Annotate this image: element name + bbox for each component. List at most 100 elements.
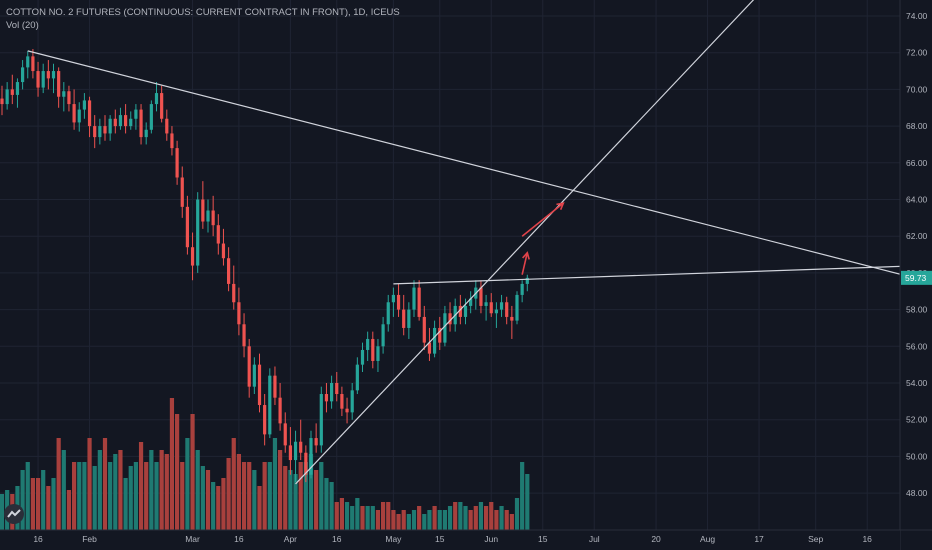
candle-body	[366, 338, 370, 350]
candle-body	[160, 93, 164, 119]
volume-bar	[293, 474, 298, 530]
volume-bar	[489, 502, 494, 530]
volume-bar	[509, 514, 514, 530]
candle-body	[216, 225, 220, 244]
candle-body	[438, 327, 442, 343]
volume-bar	[61, 450, 66, 530]
candle-body	[67, 91, 71, 105]
candle-body	[293, 441, 298, 461]
volume-bar	[185, 438, 190, 530]
candle-body	[134, 109, 138, 119]
volume-bar	[102, 438, 108, 530]
time-axis[interactable]: 16 Feb Mar 16 Apr 16 May 15 Jun 15 Jul 20 Aug 17 Sep 16	[0, 529, 932, 550]
volume-bar	[247, 462, 252, 530]
volume-bar	[453, 502, 458, 530]
time-tick-label: 16	[862, 534, 872, 544]
candle-body	[469, 298, 473, 306]
candle-body	[165, 118, 169, 134]
volume-bar	[108, 462, 113, 530]
time-tick-label: Apr	[284, 534, 297, 544]
uptrend-line	[295, 0, 755, 485]
volume-bar	[51, 478, 56, 530]
price-tick-label: 54.00	[906, 378, 928, 388]
tradingview-logo-icon[interactable]	[3, 503, 25, 525]
volume-bar	[520, 462, 525, 530]
trendline-drawings[interactable]	[27, 0, 924, 485]
candle-body	[345, 408, 349, 413]
volume-indicator-label[interactable]: Vol (20)	[6, 20, 39, 31]
time-tick-label: Jun	[484, 534, 498, 544]
candle-body	[242, 324, 246, 347]
candle-body	[335, 383, 339, 395]
candle-body	[515, 294, 519, 321]
candle-body	[232, 283, 236, 303]
candle-body	[448, 313, 452, 325]
price-axis[interactable]: 74.0072.0070.0068.0066.0064.0062.0060.00…	[899, 0, 932, 550]
candle-body	[227, 258, 231, 284]
volume-bar	[35, 478, 41, 530]
price-tick-label: 64.00	[906, 195, 928, 205]
price-tick-label: 72.00	[906, 48, 928, 58]
volume-bar	[72, 462, 77, 530]
volume-bar	[504, 510, 509, 530]
volume-bar	[468, 510, 473, 530]
candle-body	[26, 56, 30, 68]
volume-bar	[478, 502, 484, 530]
target-arrow-short-head	[522, 251, 530, 260]
volume-bar	[46, 486, 51, 530]
candle-body	[371, 338, 375, 361]
volume-bar	[169, 398, 175, 530]
candle-body	[314, 438, 318, 446]
volume-bar	[381, 502, 386, 530]
candle-body	[360, 349, 365, 365]
candle-body	[422, 316, 426, 343]
time-tick-label: 15	[435, 534, 445, 544]
candle-body	[201, 199, 205, 222]
candle-body	[340, 394, 344, 409]
candle-body	[427, 342, 432, 354]
candle-body	[51, 71, 56, 79]
candle-body	[458, 305, 462, 317]
candle-body	[350, 390, 354, 413]
volume-bar	[308, 454, 314, 530]
time-tick-label: Sep	[808, 534, 823, 544]
volume-bar	[20, 470, 25, 530]
volume-bar	[447, 506, 453, 530]
candle-body	[124, 115, 128, 127]
candle-body	[139, 109, 143, 138]
candle-body	[211, 210, 215, 226]
volume-bar	[159, 450, 164, 530]
time-tick-label: Aug	[700, 534, 715, 544]
candle-body	[72, 104, 76, 123]
candle-body	[87, 100, 92, 127]
volume-bar	[406, 514, 411, 530]
volume-bar	[417, 506, 422, 530]
volume-bar	[339, 498, 344, 530]
volume-bar	[195, 450, 200, 530]
candle-body	[185, 206, 189, 248]
time-tick-label: Feb	[82, 534, 97, 544]
candlesticks	[0, 49, 529, 483]
volume-bar	[437, 510, 442, 530]
volume-bar	[30, 478, 35, 530]
candle-body	[510, 316, 514, 321]
volume-bar	[494, 510, 499, 530]
time-tick-label: Mar	[185, 534, 200, 544]
volume-bar	[267, 462, 272, 530]
candle-body	[288, 445, 292, 461]
volume-bar	[514, 498, 520, 530]
volume-bar	[499, 506, 504, 530]
candle-body	[463, 305, 468, 317]
volume-bar	[355, 498, 360, 530]
candle-body	[386, 302, 390, 325]
volume-bar	[226, 458, 231, 530]
volume-bar	[370, 506, 375, 530]
candle-body	[355, 364, 359, 391]
price-tick-label: 56.00	[906, 341, 928, 351]
last-price-badge	[901, 270, 932, 285]
volume-bar	[200, 466, 205, 530]
volume-bar	[350, 506, 355, 530]
volume-bar	[401, 510, 406, 530]
volume-bar	[41, 470, 46, 530]
